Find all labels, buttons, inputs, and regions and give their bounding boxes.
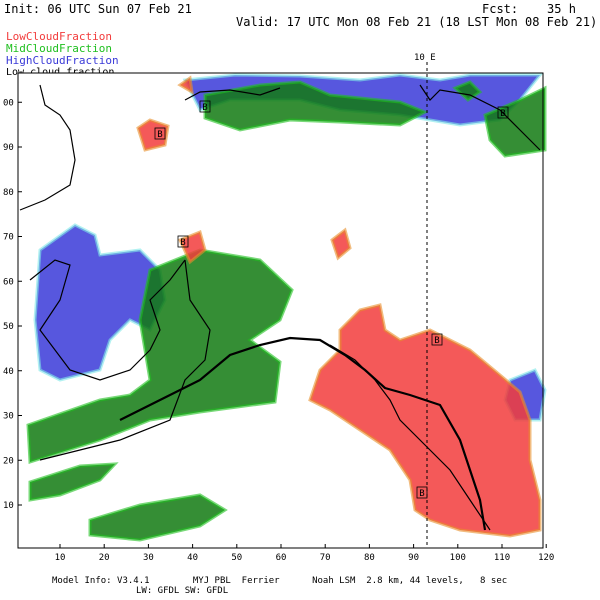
mid-cloud-area	[88, 493, 228, 542]
marker-label: B	[500, 109, 505, 119]
x-tick-label: 20	[99, 553, 110, 563]
x-tick-label: 30	[143, 553, 154, 563]
low-cloud-area	[177, 229, 207, 265]
y-tick-label: 10	[3, 501, 14, 511]
y-tick-label: 40	[3, 367, 14, 377]
legend-entry: LowCloudFraction	[6, 30, 112, 43]
x-tick-label: 70	[320, 553, 331, 563]
mid-cloud-area	[28, 462, 119, 502]
marker-box	[431, 333, 443, 346]
low-cloud-area	[136, 118, 170, 152]
marker-box	[154, 127, 166, 140]
marker-box	[497, 106, 509, 119]
y-tick-label: 80	[3, 188, 14, 198]
marker-label: B	[202, 103, 207, 113]
low-cloud-area	[177, 75, 194, 95]
meridian-label: 10 E	[414, 53, 436, 63]
valid-time: Valid: 17 UTC Mon 08 Feb 21 (18 LST Mon …	[236, 15, 598, 29]
y-tick-label: 90	[3, 143, 14, 153]
y-tick-label: 00	[3, 98, 14, 108]
low-cloud-area	[330, 227, 352, 261]
x-tick-label: 90	[408, 553, 419, 563]
coastline	[419, 84, 541, 151]
border	[119, 336, 487, 531]
marker-label: B	[180, 238, 185, 248]
y-tick-label: 30	[3, 412, 14, 422]
forecast-hour: Fcst: 35 h	[482, 2, 576, 16]
coastline	[39, 259, 211, 461]
mid-cloud-area	[26, 248, 294, 465]
y-tick-label: 50	[3, 322, 14, 332]
x-tick-label: 120	[538, 553, 554, 563]
mid-cloud-area	[483, 85, 547, 158]
x-tick-label: 80	[364, 553, 375, 563]
coastline	[19, 84, 76, 211]
marker-box	[416, 486, 428, 499]
x-tick-label: 40	[187, 553, 198, 563]
markers: B B B B B B	[154, 100, 509, 499]
x-tick-label: 50	[231, 553, 242, 563]
marker-label: B	[434, 336, 439, 346]
marker-box	[199, 100, 211, 113]
axes: 10 20 30 40 50 60 70 80 90 100 110 120 10 20 30 40 50 60 7…	[3, 98, 554, 563]
coastline	[29, 259, 186, 381]
x-tick-label: 10	[55, 553, 66, 563]
y-tick-label: 60	[3, 277, 14, 287]
low-cloud-area	[308, 303, 542, 538]
legend-entry: HighCloudFraction	[6, 54, 119, 67]
coastlines	[19, 84, 541, 531]
x-tick-label: 110	[494, 553, 510, 563]
y-tick-label: 20	[3, 456, 14, 466]
model-radiation: LW: GFDL SW: GFDL	[136, 586, 229, 596]
legend: LowCloudFraction MidCloudFraction HighClou…	[6, 31, 119, 67]
mid-cloud-area	[452, 80, 483, 102]
init-time: Init: 06 UTC Sun 07 Feb 21	[4, 2, 192, 16]
legend-entry: MidCloudFraction	[6, 42, 112, 55]
marker-box	[177, 235, 189, 248]
coastline	[184, 87, 281, 101]
mid-cloud-area	[203, 80, 429, 132]
y-tick-label: 70	[3, 233, 14, 243]
x-tick-label: 100	[450, 553, 466, 563]
marker-label: B	[419, 489, 424, 499]
cloud-fields	[26, 73, 547, 542]
marker-label: B	[157, 130, 162, 140]
model-info: Model Info: V3.4.1 MYJ PBL Ferrier Noah …	[52, 576, 508, 586]
x-tick-label: 60	[276, 553, 287, 563]
